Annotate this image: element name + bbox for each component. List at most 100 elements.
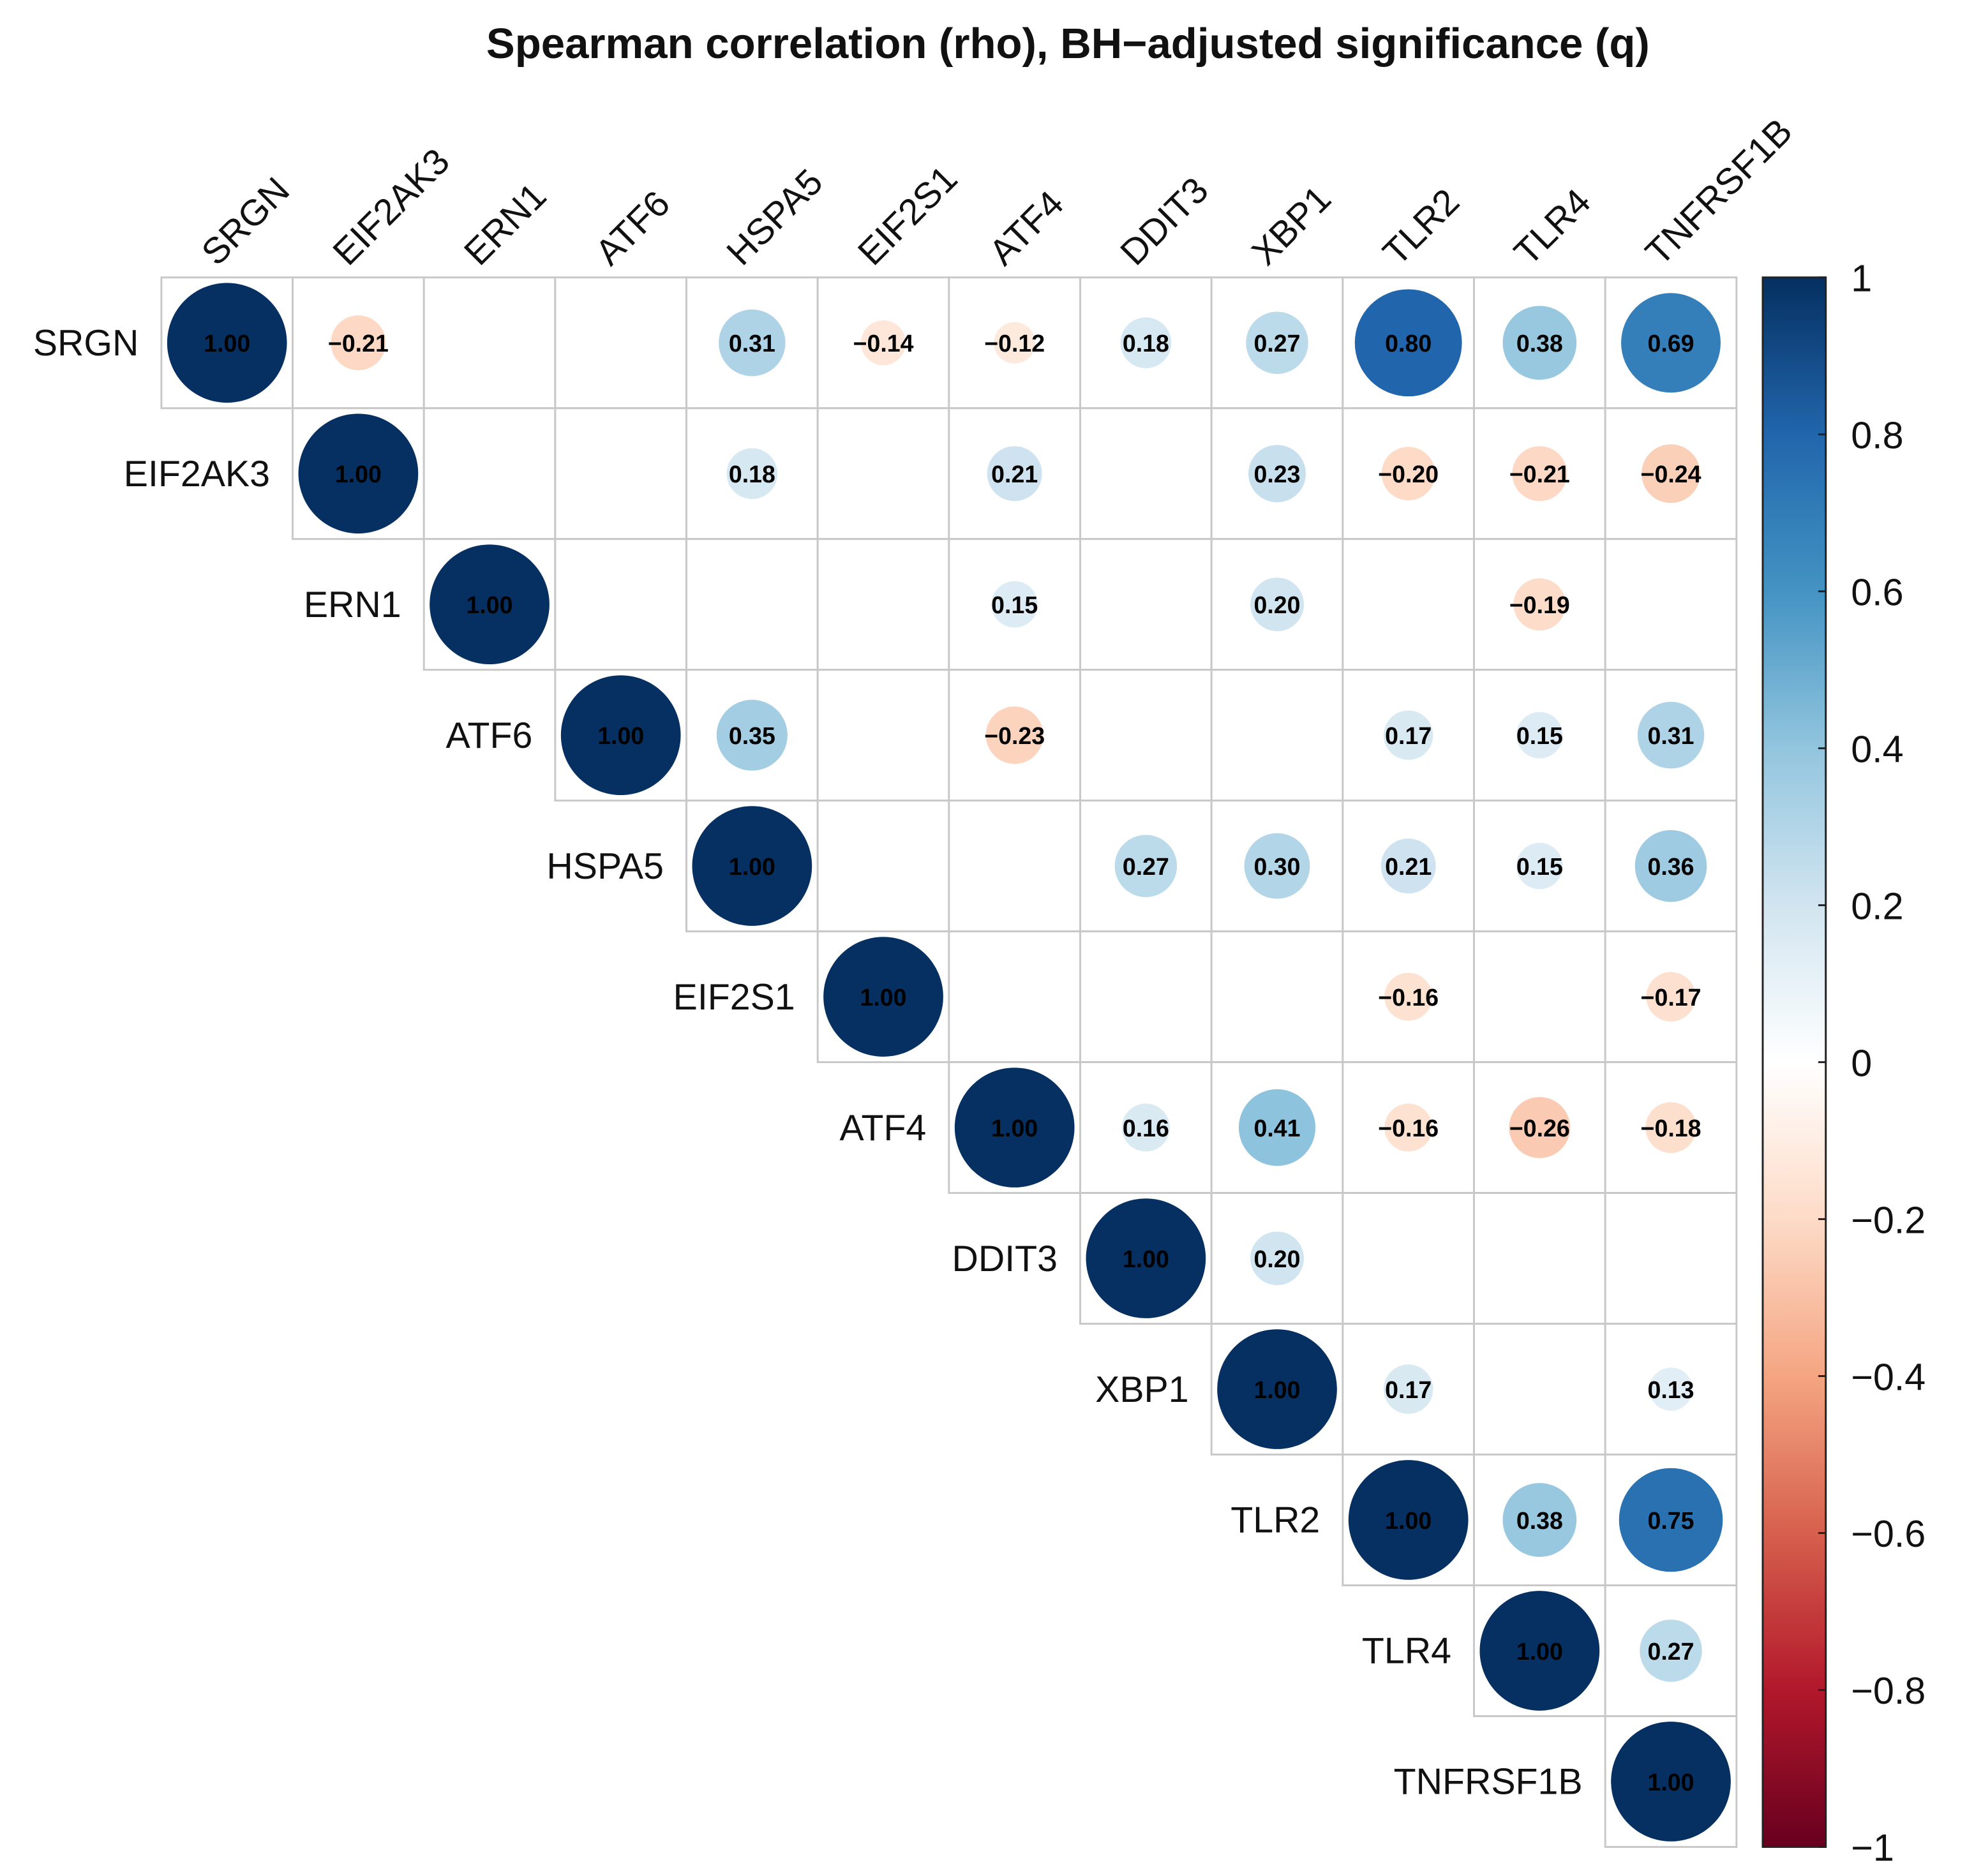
correlation-circle xyxy=(1502,306,1577,380)
row-labels: SRGN EIF2AK3 ERN1 ATF6 HSPA5 EIF2S1 ATF4 DDIT3 X… xyxy=(33,323,1583,1803)
cell-EIF2S1-ATF4 xyxy=(948,930,1082,1064)
correlation-circle xyxy=(1380,838,1436,894)
cell-DDIT3-TLR2 xyxy=(1342,1192,1476,1325)
column-label: HSPA5 xyxy=(719,161,831,273)
column-label: ERN1 xyxy=(456,175,554,273)
cell-SRGN-ATF6 xyxy=(554,276,688,410)
correlation-circle xyxy=(991,581,1038,628)
correlation-circle xyxy=(860,320,906,366)
correlation-value: 1.00 xyxy=(1254,1376,1301,1403)
cell-EIF2AK3-DDIT3 xyxy=(1079,407,1213,540)
correlation-value: 0.23 xyxy=(1254,461,1301,488)
correlation-circle xyxy=(1348,1460,1469,1580)
row-label: TLR4 xyxy=(1362,1631,1451,1672)
cell-ATF6-EIF2S1 xyxy=(816,669,950,802)
correlation-value: 0.20 xyxy=(1254,592,1301,618)
colorbar-tick-label: −0.6 xyxy=(1851,1512,1926,1555)
cell-EIF2AK3-ATF6 xyxy=(554,407,688,540)
correlation-circle xyxy=(1121,1103,1170,1152)
correlation-circle xyxy=(994,322,1036,364)
cell-ERN1-EIF2S1 xyxy=(816,538,950,671)
correlation-circle xyxy=(716,699,788,771)
row-label: HSPA5 xyxy=(546,846,664,887)
correlation-value: −0.23 xyxy=(984,722,1045,749)
correlation-value: 0.31 xyxy=(1648,722,1694,749)
cell-EIF2S1-TLR4 xyxy=(1473,930,1606,1064)
colorbar-tick-label: −1 xyxy=(1851,1826,1894,1869)
correlation-circle xyxy=(1642,444,1700,503)
correlation-value: 0.41 xyxy=(1254,1115,1301,1142)
correlation-value: 0.38 xyxy=(1516,1507,1563,1534)
correlation-circle xyxy=(692,806,812,926)
cell-HSPA5-ATF4 xyxy=(948,800,1082,933)
cell-DDIT3-TNFRSF1B xyxy=(1604,1192,1738,1325)
correlation-circle xyxy=(1640,1619,1702,1682)
correlation-value: −0.21 xyxy=(328,330,389,357)
cell-ATF6-DDIT3 xyxy=(1079,669,1213,802)
correlation-circle xyxy=(1634,830,1707,902)
cell-XBP1-TLR4 xyxy=(1473,1323,1606,1456)
row-label: EIF2S1 xyxy=(673,977,795,1018)
column-label: ATF4 xyxy=(982,183,1072,273)
column-label: TLR4 xyxy=(1506,181,1598,273)
correlation-value: 0.36 xyxy=(1648,853,1694,880)
colorbar-tick-label: 0.6 xyxy=(1851,570,1903,613)
cell-ERN1-DDIT3 xyxy=(1079,538,1213,671)
correlation-circle xyxy=(167,283,287,403)
correlation-circle xyxy=(1619,1468,1723,1572)
correlation-value: 1.00 xyxy=(1516,1638,1563,1665)
colorbar-tick-label: 1 xyxy=(1851,257,1872,299)
correlation-circle xyxy=(1509,1097,1571,1158)
correlation-value: 1.00 xyxy=(729,853,775,880)
correlation-value: 0.21 xyxy=(1385,853,1432,880)
cell-EIF2AK3-ERN1 xyxy=(423,407,557,540)
correlation-value: 0.31 xyxy=(729,330,775,357)
correlation-value: −0.18 xyxy=(1641,1115,1701,1142)
chart-title: Spearman correlation (rho), BH−adjusted … xyxy=(486,20,1650,68)
cell-ERN1-TLR2 xyxy=(1342,538,1476,671)
correlation-circle xyxy=(1502,1483,1577,1557)
cell-EIF2S1-TNFRSF1B xyxy=(1604,930,1738,1064)
colorbar-tick-label: 0 xyxy=(1851,1041,1872,1084)
correlation-value: 0.27 xyxy=(1123,853,1169,880)
correlation-circle xyxy=(1250,1232,1304,1286)
correlation-value: 0.38 xyxy=(1516,330,1563,357)
cell-ERN1-ATF6 xyxy=(554,538,688,671)
correlation-value: −0.16 xyxy=(1378,984,1439,1011)
column-label: XBP1 xyxy=(1244,178,1339,273)
correlation-value: 0.15 xyxy=(1516,853,1563,880)
correlation-circle xyxy=(1479,1591,1600,1711)
column-label: SRGN xyxy=(194,170,297,273)
correlation-value: −0.19 xyxy=(1509,592,1570,618)
correlation-value: 1.00 xyxy=(860,984,907,1011)
correlation-value: 0.69 xyxy=(1648,330,1694,357)
cell-SRGN-ERN1 xyxy=(423,276,557,410)
correlation-value: 0.27 xyxy=(1648,1638,1694,1665)
correlation-circle xyxy=(1512,446,1567,502)
correlation-circle xyxy=(1383,1364,1433,1414)
correlation-circle xyxy=(726,448,778,500)
correlation-circle xyxy=(719,309,786,376)
cell-DDIT3-TLR4 xyxy=(1473,1192,1606,1325)
correlation-value: 0.15 xyxy=(991,592,1038,618)
correlation-circle xyxy=(1384,972,1433,1021)
correlation-circle xyxy=(1611,1722,1731,1842)
correlation-value: 0.16 xyxy=(1123,1115,1169,1142)
correlation-value: 0.80 xyxy=(1385,330,1432,357)
column-label: TLR2 xyxy=(1375,181,1467,273)
cell-ERN1-TNFRSF1B xyxy=(1604,538,1738,671)
correlation-value: 1.00 xyxy=(991,1115,1038,1142)
correlation-grid: 1.00 −0.21 0.31 −0.14 −0.12 0.18 0.27 0.80 0.38 0… xyxy=(160,276,1738,1848)
row-label: DDIT3 xyxy=(952,1239,1057,1279)
correlation-value: 0.21 xyxy=(991,461,1038,488)
correlation-circle xyxy=(985,706,1043,764)
row-label: XBP1 xyxy=(1095,1369,1188,1410)
correlation-value: 0.20 xyxy=(1254,1246,1301,1272)
cell-EIF2S1-XBP1 xyxy=(1210,930,1344,1064)
correlation-value: −0.20 xyxy=(1378,461,1439,488)
cell-HSPA5-EIF2S1 xyxy=(816,800,950,933)
colorbar-tick-label: 0.2 xyxy=(1851,884,1903,927)
correlation-value: 0.18 xyxy=(729,461,775,488)
correlation-circle xyxy=(1248,445,1306,503)
